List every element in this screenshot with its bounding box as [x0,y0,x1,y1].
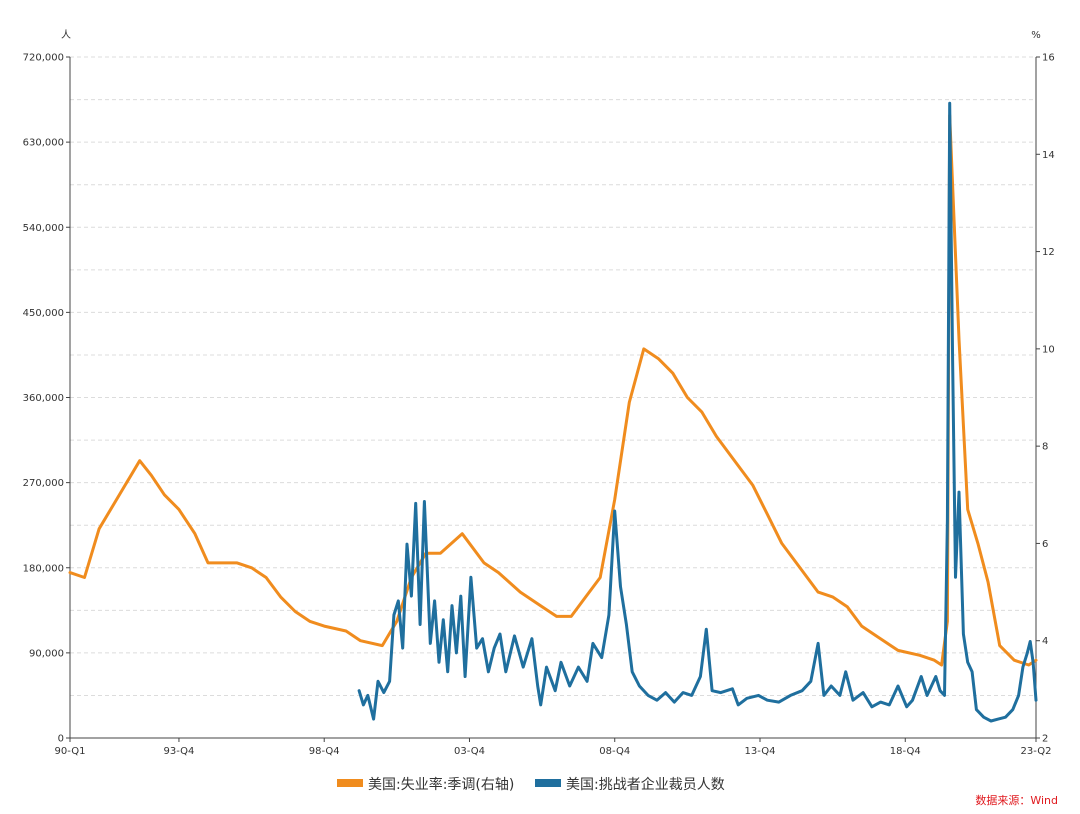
right-tick-label: 14 [1042,150,1055,161]
legend: 美国:失业率:季调(右轴) 美国:挑战者企业裁员人数 [337,776,725,793]
left-tick-label: 90,000 [29,648,64,659]
right-tick-label: 10 [1042,344,1055,355]
left-tick-label: 540,000 [23,223,64,234]
x-tick-label: 23-Q2 [1021,746,1052,757]
x-tick-label: 08-Q4 [599,746,630,757]
left-tick-label: 270,000 [23,478,64,489]
right-tick-label: 4 [1042,636,1048,647]
legend-label-layoffs: 美国:挑战者企业裁员人数 [566,776,725,793]
left-tick-label: 720,000 [23,53,64,64]
data-source: 数据来源：Wind [975,793,1058,807]
x-tick-label: 03-Q4 [454,746,485,757]
left-tick-label: 630,000 [23,138,64,149]
series-line-unemployment [68,113,1038,667]
x-tick-label: 98-Q4 [309,746,340,757]
left-tick-label: 180,000 [23,563,64,574]
right-tick-label: 8 [1042,442,1048,453]
right-tick-label: 6 [1042,539,1048,550]
right-tick-label: 16 [1042,53,1055,64]
legend-swatch-layoffs [535,779,561,787]
right-tick-label: 2 [1042,734,1048,745]
left-axis-tick-labels: 0 90,000 180,000 270,000 360,000 450,000 540,0… [23,53,64,745]
left-tick-label: 450,000 [23,308,64,319]
right-axis-tick-labels: 2 4 6 8 10 12 14 16 [1042,53,1055,745]
gridlines [70,56,1036,696]
x-axis-tick-labels: 90-Q1 93-Q4 98-Q4 03-Q4 08-Q4 13-Q4 18-Q4 23-Q2 [55,746,1052,757]
x-tick-label: 18-Q4 [890,746,921,757]
legend-swatch-unemployment [337,779,363,787]
legend-label-unemployment: 美国:失业率:季调(右轴) [368,776,514,793]
right-axis-unit: % [1031,30,1041,41]
axes [66,56,1040,742]
series-lines [68,101,1038,723]
series-line-layoffs [357,101,1038,723]
left-axis-unit: 人 [61,29,71,41]
right-tick-label: 12 [1042,247,1055,258]
x-tick-label: 13-Q4 [745,746,776,757]
x-tick-label: 90-Q1 [55,746,86,757]
left-tick-label: 0 [58,734,64,745]
x-tick-label: 93-Q4 [163,746,194,757]
left-tick-label: 360,000 [23,393,64,404]
